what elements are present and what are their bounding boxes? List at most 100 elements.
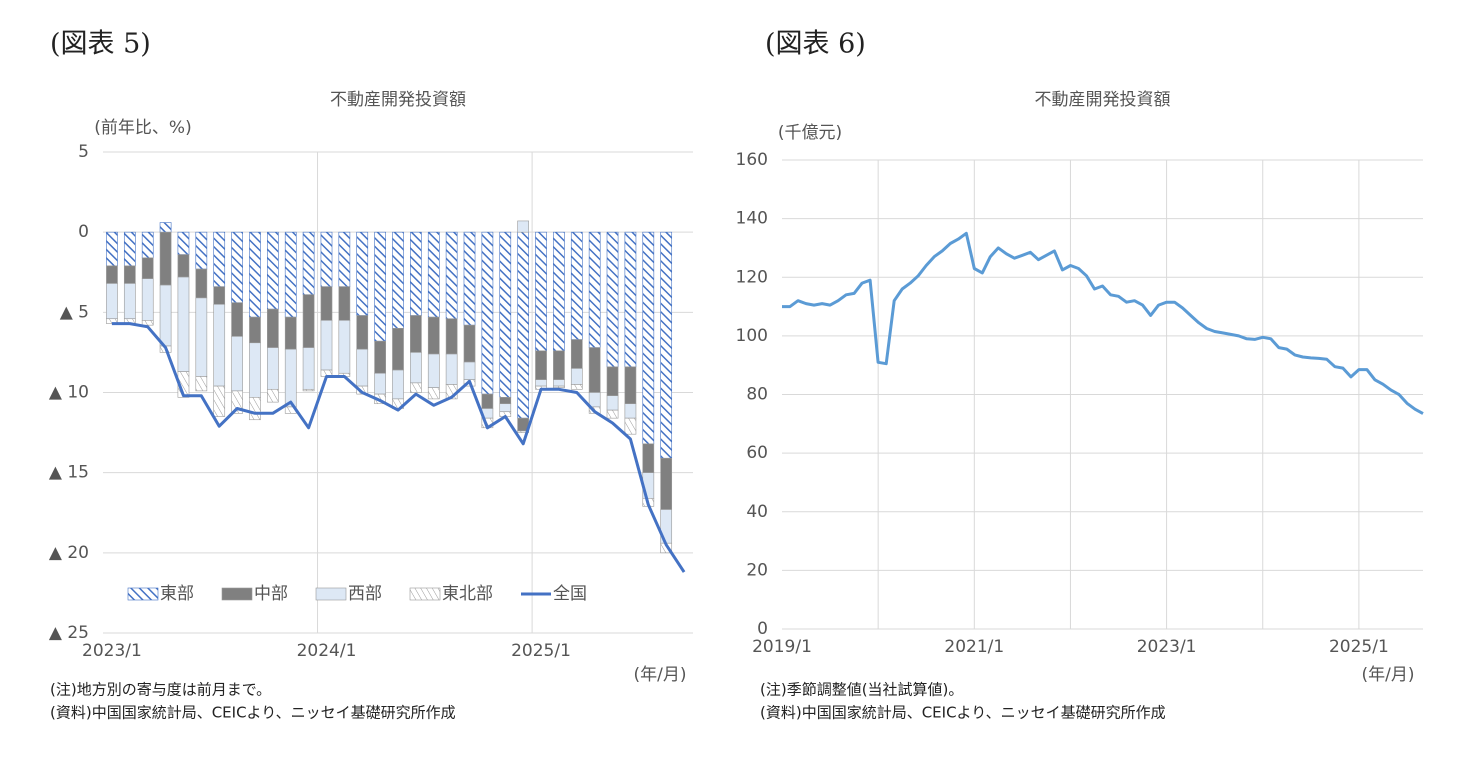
y-tick-label: 100 <box>736 326 768 346</box>
bar <box>499 403 512 413</box>
bar <box>392 231 404 329</box>
bar <box>553 379 565 387</box>
bar <box>427 353 440 388</box>
y-tick-label: 5 <box>78 142 89 162</box>
x-tick-label: 2023/1 <box>1137 637 1197 657</box>
bar <box>320 286 333 321</box>
bar <box>374 231 386 342</box>
y-tick-label: 20 <box>746 560 768 580</box>
bar <box>392 328 404 371</box>
bar <box>267 347 279 390</box>
bar <box>570 339 583 369</box>
bar <box>123 265 136 284</box>
bar <box>427 231 440 318</box>
bar <box>177 254 190 278</box>
bar <box>624 231 637 368</box>
bar <box>231 231 243 304</box>
bar <box>427 316 440 355</box>
x-tick-label: 2024/1 <box>297 641 357 661</box>
x-tick-label: 2025/1 <box>511 641 571 661</box>
bar <box>284 231 297 318</box>
y-tick-label: 160 <box>736 150 768 170</box>
bar <box>606 366 619 397</box>
y-tick-label: 40 <box>746 502 768 522</box>
x-tick-label: 2023/1 <box>82 641 142 661</box>
bar <box>624 366 637 405</box>
y-axis-label: (前年比、%) <box>94 118 191 138</box>
bar <box>106 283 118 320</box>
bar <box>535 379 547 387</box>
legend-label: 東部 <box>160 584 194 604</box>
bar <box>606 409 619 419</box>
bar <box>570 368 583 385</box>
bar <box>606 395 619 411</box>
bar <box>267 308 279 348</box>
bar <box>588 392 601 408</box>
bar <box>642 443 655 473</box>
bar <box>410 382 422 393</box>
bar <box>517 220 529 233</box>
bar <box>284 348 297 408</box>
legend-swatch <box>127 587 159 601</box>
bar <box>427 387 440 400</box>
legend-label: 中部 <box>254 584 288 604</box>
bar <box>159 231 172 286</box>
bar <box>660 457 673 510</box>
bar <box>535 231 547 352</box>
legend-label: 西部 <box>348 584 382 604</box>
bar <box>517 231 529 419</box>
bar <box>553 231 565 352</box>
y-tick-label: 60 <box>746 443 768 463</box>
legend-swatch <box>409 587 441 601</box>
bar <box>159 284 172 347</box>
bar <box>177 276 190 372</box>
bar <box>231 390 243 414</box>
bar <box>392 369 404 400</box>
y-tick-label: ▲ 5 <box>60 302 89 322</box>
bar <box>588 347 601 393</box>
bar <box>195 376 208 392</box>
bar <box>320 320 333 371</box>
bar <box>463 231 476 326</box>
legend-swatch <box>221 587 253 601</box>
bar <box>249 397 261 421</box>
bar <box>284 316 297 350</box>
x-tick-label: 2025/1 <box>1329 637 1389 657</box>
note: (資料)中国国家統計局、CEICより、ニッセイ基礎研究所作成 <box>760 704 1166 722</box>
bar <box>374 340 386 374</box>
bar <box>123 283 136 320</box>
y-tick-label: 0 <box>78 222 89 242</box>
bar <box>570 231 583 340</box>
bar <box>249 316 261 344</box>
bar <box>445 353 458 385</box>
x-axis-label: (年/月) <box>1362 665 1415 685</box>
bar <box>463 324 476 363</box>
bar <box>356 315 369 350</box>
bar <box>213 385 226 417</box>
legend-label: 東北部 <box>442 584 493 604</box>
bar <box>553 350 565 380</box>
figure-label: (図表 6) <box>765 29 866 60</box>
bar <box>213 304 226 387</box>
bar <box>463 361 476 380</box>
bar <box>410 231 422 316</box>
y-tick-label: 120 <box>736 267 768 287</box>
bar <box>231 302 243 337</box>
y-tick-label: ▲ 15 <box>49 463 89 483</box>
y-tick-label: ▲ 10 <box>49 383 89 403</box>
y-tick-label: 140 <box>736 209 768 229</box>
note: (注)季節調整値(当社試算値)。 <box>760 681 963 699</box>
note: (注)地方別の寄与度は前月まで。 <box>50 681 271 699</box>
bar <box>410 352 422 384</box>
bar <box>302 231 315 295</box>
bar <box>141 257 154 279</box>
bar <box>195 268 208 299</box>
bar <box>213 231 226 287</box>
y-tick-label: ▲ 20 <box>49 543 89 563</box>
bar <box>553 385 565 388</box>
bar <box>195 297 208 377</box>
bar <box>213 286 226 305</box>
bar <box>660 231 673 459</box>
legend-swatch <box>315 587 347 601</box>
